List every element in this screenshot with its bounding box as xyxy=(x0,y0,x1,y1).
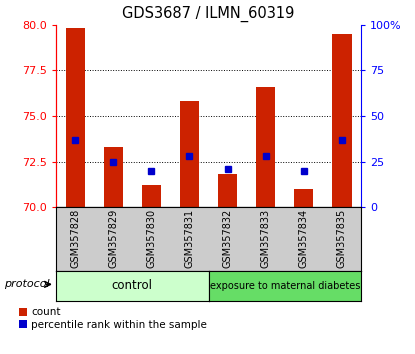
Text: GSM357833: GSM357833 xyxy=(261,209,271,268)
Bar xyxy=(142,185,161,207)
Legend: count, percentile rank within the sample: count, percentile rank within the sample xyxy=(18,306,208,331)
Text: GSM357829: GSM357829 xyxy=(108,209,118,268)
Text: control: control xyxy=(112,279,153,292)
Bar xyxy=(332,34,352,207)
Text: GSM357832: GSM357832 xyxy=(222,209,232,268)
Bar xyxy=(256,87,275,207)
Text: GSM357835: GSM357835 xyxy=(337,209,347,268)
Bar xyxy=(66,28,85,207)
Bar xyxy=(180,101,199,207)
Text: protocol: protocol xyxy=(5,279,50,289)
Bar xyxy=(294,189,313,207)
Bar xyxy=(218,174,237,207)
Text: GSM357834: GSM357834 xyxy=(299,209,309,268)
Bar xyxy=(104,147,123,207)
Text: GSM357828: GSM357828 xyxy=(70,209,80,268)
Text: GSM357830: GSM357830 xyxy=(146,209,156,268)
Title: GDS3687 / ILMN_60319: GDS3687 / ILMN_60319 xyxy=(122,6,295,22)
Text: GSM357831: GSM357831 xyxy=(185,209,195,268)
Text: exposure to maternal diabetes: exposure to maternal diabetes xyxy=(210,281,360,291)
